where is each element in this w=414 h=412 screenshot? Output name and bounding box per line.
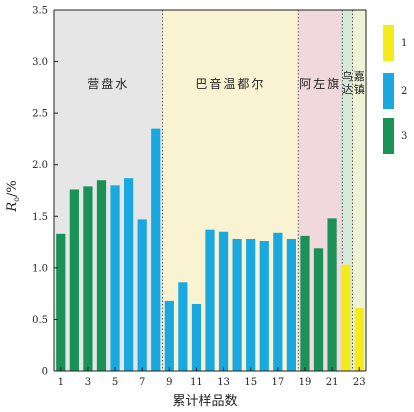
bar-3: [83, 186, 93, 371]
bar-layer: [56, 128, 364, 371]
y-tick-label-7: 3.5: [32, 6, 48, 17]
y-axis-title-main: R: [5, 202, 20, 213]
x-tick-label-17: 17: [271, 377, 284, 388]
bar-6: [123, 178, 134, 371]
region-label-5: 嘉镇: [354, 69, 365, 96]
bar-12: [205, 229, 215, 371]
bar-19: [300, 235, 310, 371]
x-axis-title: 累计样品数: [172, 394, 237, 409]
y-tick-label-3: 1.5: [32, 212, 48, 223]
x-tick-label-21: 21: [326, 377, 339, 388]
x-tick-label-15: 15: [244, 377, 257, 388]
y-axis-title-sub: o: [12, 197, 21, 202]
bar-11: [191, 303, 202, 371]
y-tick-label-4: 2.0: [32, 160, 48, 171]
bar-8: [151, 128, 161, 371]
bar-15: [246, 238, 256, 371]
legend-swatch-1: [383, 25, 394, 61]
bar-23: [354, 308, 364, 371]
region-bg-4: [342, 10, 353, 371]
x-tick-label-7: 7: [139, 377, 145, 388]
region-label-3: 阿左旗: [299, 76, 341, 91]
x-tick-label-9: 9: [166, 377, 172, 388]
region-label-1: 营盘水: [87, 76, 129, 91]
region-label-4: 乌达: [342, 69, 353, 96]
y-tick-label-0: 0: [42, 367, 48, 378]
bar-22: [341, 264, 351, 371]
y-axis-title-suffix: /%: [5, 180, 20, 197]
x-tick-label-5: 5: [112, 377, 118, 388]
bar-7: [137, 219, 147, 371]
legend-label-1: 1: [401, 38, 407, 49]
bar-10: [178, 282, 188, 371]
legend-swatch-3: [383, 118, 394, 154]
y-tick-label-1: 0.5: [32, 315, 48, 326]
legend-layer: 1 2 3: [383, 25, 407, 154]
x-tick-label-19: 19: [299, 377, 312, 388]
x-tick-label-11: 11: [190, 377, 203, 388]
legend-label-3: 3: [401, 131, 407, 142]
legend-label-2: 2: [401, 86, 407, 97]
x-tick-label-3: 3: [85, 377, 91, 388]
y-axis-title: Ro/%: [5, 180, 21, 212]
x-tick-label-23: 23: [353, 377, 366, 388]
bar-13: [218, 231, 229, 371]
bar-9: [164, 300, 174, 371]
bar-1: [56, 233, 66, 371]
y-tick-label-2: 1.0: [32, 263, 48, 274]
region-label-2: 巴音温都尔: [195, 76, 265, 91]
bar-14: [232, 238, 242, 371]
y-tick-label-5: 2.5: [32, 109, 48, 120]
region-layer: [54, 10, 366, 371]
region-bg-5: [352, 10, 366, 371]
axis-layer: 00.51.01.52.02.53.03.51 3 5 7 9 11 13 15 17 19 21 2…: [32, 6, 367, 388]
bar-16: [259, 241, 269, 371]
y-tick-label-6: 3.0: [32, 57, 48, 68]
bar-18: [286, 238, 297, 371]
bar-20: [313, 248, 324, 371]
bar-5: [110, 185, 120, 371]
legend-swatch-2: [383, 73, 394, 109]
bar-4: [96, 180, 107, 371]
x-tick-label-1: 1: [58, 377, 64, 388]
bar-2: [69, 189, 79, 371]
x-tick-label-13: 13: [217, 377, 230, 388]
divider-layer: [162, 10, 353, 371]
bar-21: [327, 218, 337, 371]
bar-17: [273, 232, 283, 371]
